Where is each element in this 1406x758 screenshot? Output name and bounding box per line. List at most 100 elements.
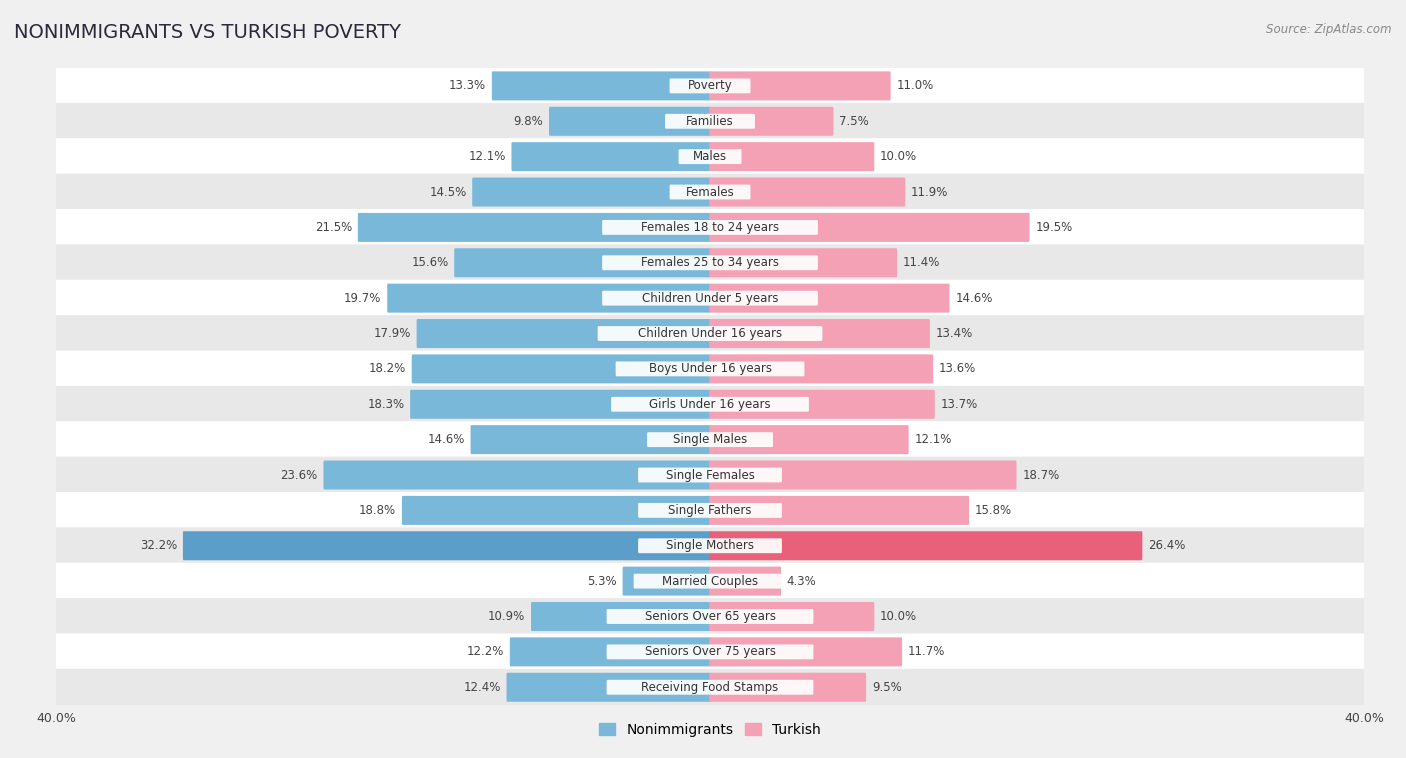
FancyBboxPatch shape bbox=[531, 602, 711, 631]
Text: Females 25 to 34 years: Females 25 to 34 years bbox=[641, 256, 779, 269]
FancyBboxPatch shape bbox=[548, 107, 711, 136]
Text: 11.7%: 11.7% bbox=[908, 645, 945, 659]
Text: Children Under 5 years: Children Under 5 years bbox=[641, 292, 779, 305]
FancyBboxPatch shape bbox=[56, 174, 1364, 211]
Text: Seniors Over 65 years: Seniors Over 65 years bbox=[644, 610, 776, 623]
FancyBboxPatch shape bbox=[56, 456, 1364, 493]
Text: 14.6%: 14.6% bbox=[427, 433, 465, 446]
Text: 32.2%: 32.2% bbox=[141, 539, 177, 553]
Text: 11.4%: 11.4% bbox=[903, 256, 941, 269]
FancyBboxPatch shape bbox=[709, 425, 908, 454]
FancyBboxPatch shape bbox=[665, 114, 755, 129]
Text: 13.7%: 13.7% bbox=[941, 398, 977, 411]
Text: 17.9%: 17.9% bbox=[374, 327, 411, 340]
Text: 18.7%: 18.7% bbox=[1022, 468, 1060, 481]
FancyBboxPatch shape bbox=[472, 177, 711, 206]
FancyBboxPatch shape bbox=[709, 71, 890, 100]
FancyBboxPatch shape bbox=[402, 496, 711, 525]
Text: 19.5%: 19.5% bbox=[1035, 221, 1073, 234]
Text: 10.9%: 10.9% bbox=[488, 610, 526, 623]
FancyBboxPatch shape bbox=[623, 567, 711, 596]
Text: 5.3%: 5.3% bbox=[588, 575, 617, 587]
Text: Single Females: Single Females bbox=[665, 468, 755, 481]
FancyBboxPatch shape bbox=[709, 177, 905, 206]
FancyBboxPatch shape bbox=[56, 562, 1364, 600]
Text: Girls Under 16 years: Girls Under 16 years bbox=[650, 398, 770, 411]
FancyBboxPatch shape bbox=[56, 315, 1364, 352]
Text: Single Fathers: Single Fathers bbox=[668, 504, 752, 517]
FancyBboxPatch shape bbox=[56, 209, 1364, 246]
FancyBboxPatch shape bbox=[709, 637, 903, 666]
Text: 23.6%: 23.6% bbox=[281, 468, 318, 481]
FancyBboxPatch shape bbox=[638, 503, 782, 518]
Text: Families: Families bbox=[686, 114, 734, 128]
FancyBboxPatch shape bbox=[56, 421, 1364, 458]
Text: 26.4%: 26.4% bbox=[1149, 539, 1185, 553]
FancyBboxPatch shape bbox=[56, 386, 1364, 423]
Text: 14.5%: 14.5% bbox=[429, 186, 467, 199]
Text: 11.9%: 11.9% bbox=[911, 186, 949, 199]
FancyBboxPatch shape bbox=[709, 249, 897, 277]
FancyBboxPatch shape bbox=[709, 567, 782, 596]
FancyBboxPatch shape bbox=[606, 644, 814, 659]
Text: 21.5%: 21.5% bbox=[315, 221, 352, 234]
FancyBboxPatch shape bbox=[647, 432, 773, 447]
Text: 9.8%: 9.8% bbox=[513, 114, 543, 128]
Text: Receiving Food Stamps: Receiving Food Stamps bbox=[641, 681, 779, 694]
Text: 10.0%: 10.0% bbox=[880, 610, 917, 623]
FancyBboxPatch shape bbox=[323, 461, 711, 490]
FancyBboxPatch shape bbox=[56, 492, 1364, 529]
FancyBboxPatch shape bbox=[416, 319, 711, 348]
Text: 18.3%: 18.3% bbox=[367, 398, 405, 411]
Text: 12.1%: 12.1% bbox=[468, 150, 506, 163]
FancyBboxPatch shape bbox=[56, 244, 1364, 281]
Text: Source: ZipAtlas.com: Source: ZipAtlas.com bbox=[1267, 23, 1392, 36]
FancyBboxPatch shape bbox=[669, 185, 751, 199]
Text: Seniors Over 75 years: Seniors Over 75 years bbox=[644, 645, 776, 659]
FancyBboxPatch shape bbox=[412, 355, 711, 384]
FancyBboxPatch shape bbox=[606, 609, 814, 624]
Text: 13.4%: 13.4% bbox=[935, 327, 973, 340]
Legend: Nonimmigrants, Turkish: Nonimmigrants, Turkish bbox=[593, 718, 827, 743]
Text: Females 18 to 24 years: Females 18 to 24 years bbox=[641, 221, 779, 234]
Text: 10.0%: 10.0% bbox=[880, 150, 917, 163]
Text: NONIMMIGRANTS VS TURKISH POVERTY: NONIMMIGRANTS VS TURKISH POVERTY bbox=[14, 23, 401, 42]
FancyBboxPatch shape bbox=[709, 673, 866, 702]
Text: 15.8%: 15.8% bbox=[974, 504, 1012, 517]
FancyBboxPatch shape bbox=[709, 390, 935, 418]
FancyBboxPatch shape bbox=[634, 574, 786, 588]
Text: Females: Females bbox=[686, 186, 734, 199]
FancyBboxPatch shape bbox=[454, 249, 711, 277]
FancyBboxPatch shape bbox=[56, 138, 1364, 175]
Text: 18.8%: 18.8% bbox=[359, 504, 396, 517]
FancyBboxPatch shape bbox=[679, 149, 741, 164]
FancyBboxPatch shape bbox=[709, 143, 875, 171]
FancyBboxPatch shape bbox=[56, 598, 1364, 635]
FancyBboxPatch shape bbox=[709, 283, 949, 312]
FancyBboxPatch shape bbox=[709, 602, 875, 631]
FancyBboxPatch shape bbox=[602, 291, 818, 305]
FancyBboxPatch shape bbox=[616, 362, 804, 376]
FancyBboxPatch shape bbox=[56, 280, 1364, 317]
FancyBboxPatch shape bbox=[602, 220, 818, 235]
FancyBboxPatch shape bbox=[56, 669, 1364, 706]
Text: 4.3%: 4.3% bbox=[787, 575, 817, 587]
Text: 14.6%: 14.6% bbox=[955, 292, 993, 305]
Text: 12.2%: 12.2% bbox=[467, 645, 505, 659]
FancyBboxPatch shape bbox=[709, 496, 969, 525]
Text: 19.7%: 19.7% bbox=[344, 292, 381, 305]
FancyBboxPatch shape bbox=[606, 680, 814, 694]
FancyBboxPatch shape bbox=[709, 461, 1017, 490]
FancyBboxPatch shape bbox=[510, 637, 711, 666]
Text: 15.6%: 15.6% bbox=[412, 256, 449, 269]
FancyBboxPatch shape bbox=[56, 634, 1364, 670]
FancyBboxPatch shape bbox=[411, 390, 711, 418]
Text: 7.5%: 7.5% bbox=[839, 114, 869, 128]
Text: Single Males: Single Males bbox=[673, 433, 747, 446]
Text: 12.4%: 12.4% bbox=[464, 681, 501, 694]
FancyBboxPatch shape bbox=[709, 319, 929, 348]
FancyBboxPatch shape bbox=[709, 107, 834, 136]
FancyBboxPatch shape bbox=[638, 468, 782, 482]
Text: Males: Males bbox=[693, 150, 727, 163]
FancyBboxPatch shape bbox=[669, 79, 751, 93]
